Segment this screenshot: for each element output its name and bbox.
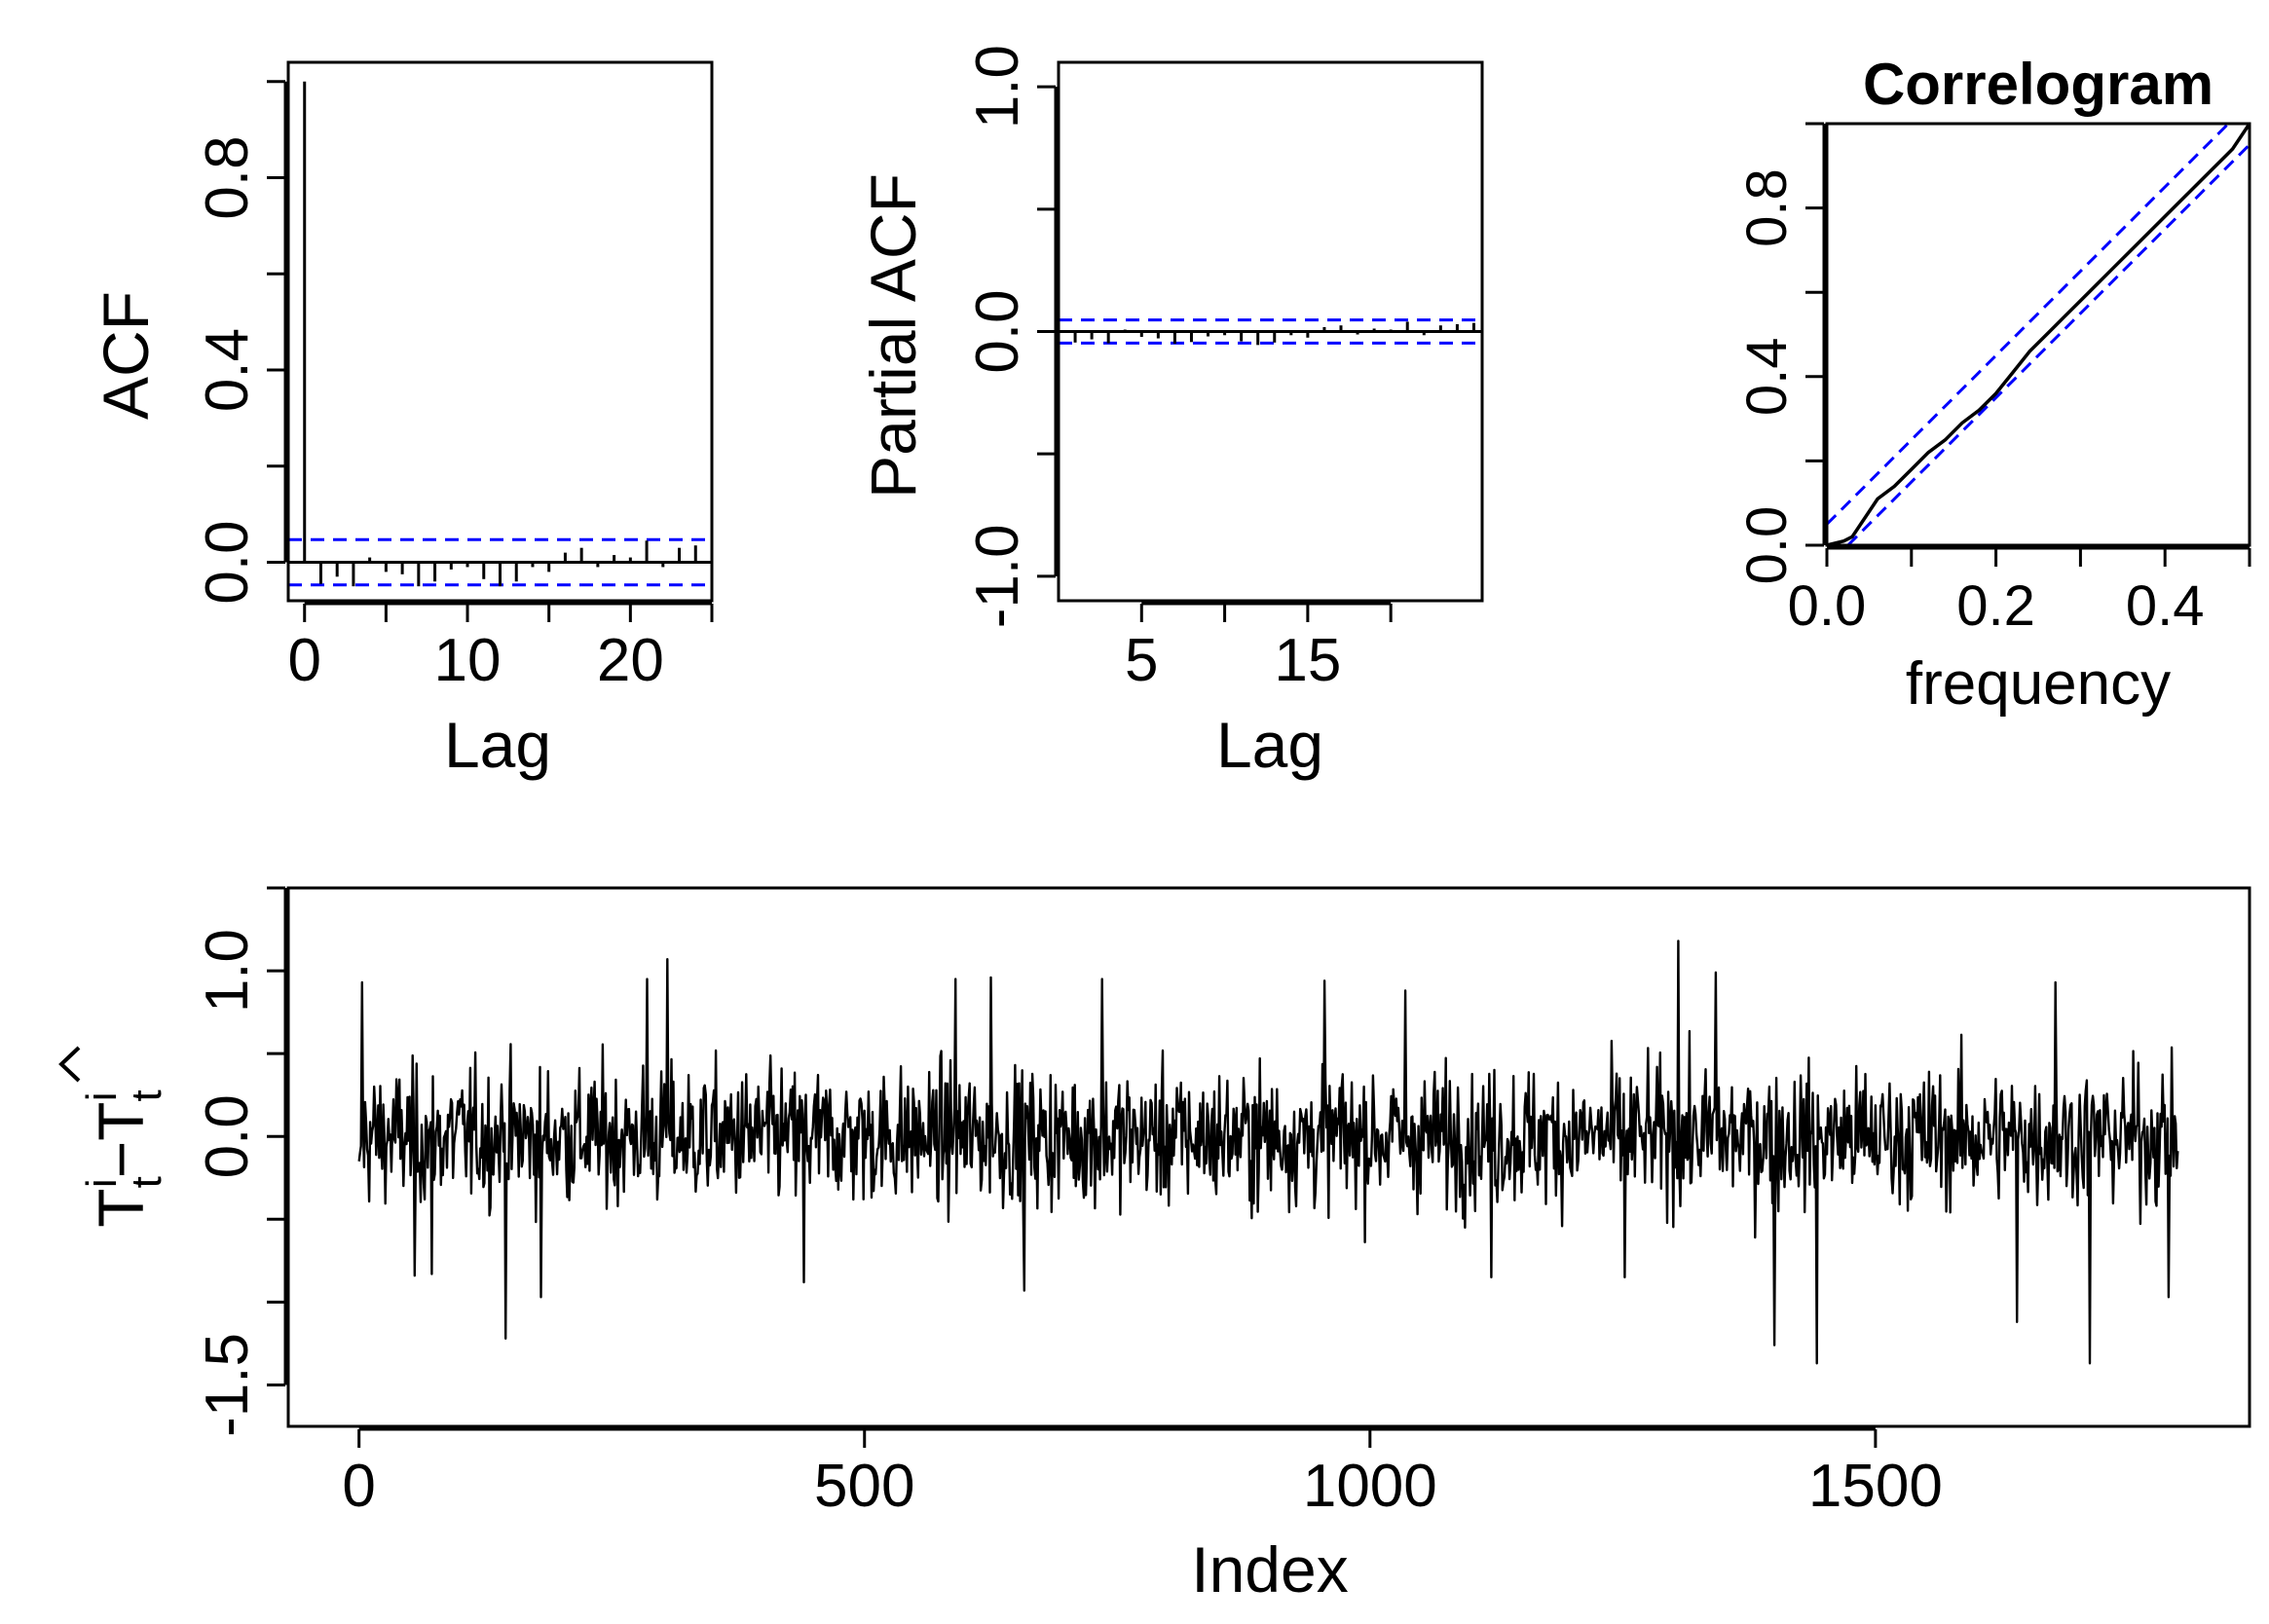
- pacf-x-tick-label: 5: [1125, 627, 1158, 694]
- acf-x-tick-label: 0: [287, 627, 320, 694]
- ylabel-hat-sup: i: [78, 1091, 126, 1101]
- correlogram-title: Correlogram: [1863, 52, 2213, 117]
- ylabel-hat-base: T: [85, 1102, 157, 1141]
- correlogram-xlabel: frequency: [1906, 650, 2171, 718]
- residuals-frame: [286, 886, 2251, 1428]
- pacf-y-tick-label: -1.0: [964, 524, 1031, 628]
- correlogram-x-tick-label: 0.4: [2126, 574, 2205, 638]
- residuals-y-axis: -1.5 0.0 1.0: [194, 886, 287, 1437]
- residuals-line: [357, 940, 2179, 1365]
- svg-text:Tti−Tti: Tti−Tti: [78, 1089, 170, 1227]
- correlogram-x-tick-label: 0.0: [1788, 574, 1867, 638]
- acf-y-axis: 0.0 0.4 0.8: [194, 80, 287, 605]
- residuals-x-axis: 0 500 1000 1500: [342, 1427, 1943, 1520]
- acf-bars: [288, 81, 714, 587]
- acf-y-tick-label: 0.0: [194, 520, 261, 604]
- pacf-xlabel: Lag: [1216, 709, 1323, 781]
- correlogram-x-tick-label: 0.2: [1956, 574, 2035, 638]
- correlogram-y-tick-label: 0.8: [1735, 168, 1799, 247]
- residuals-y-tick-label: 0.0: [194, 1094, 261, 1178]
- acf-frame: [286, 60, 714, 603]
- residuals-xlabel: Index: [1191, 1533, 1348, 1606]
- pacf-y-tick-label: 1.0: [964, 45, 1031, 129]
- residuals-x-tick-label: 1000: [1303, 1453, 1437, 1520]
- pacf-ylabel: Partial ACF: [857, 173, 929, 498]
- acf-y-tick-label: 0.8: [194, 135, 261, 219]
- pacf-bars: [1059, 318, 1482, 346]
- acf-x-tick-label: 20: [597, 627, 664, 694]
- residuals-ylabel: Tti−Tti: [58, 1046, 170, 1228]
- pacf-x-axis: 5 15: [1125, 602, 1393, 694]
- residuals-x-tick-label: 500: [814, 1453, 914, 1520]
- residuals-panel: -1.50.01.0 0 500 1000 1500 Index Tti−Tti: [58, 886, 2251, 1606]
- correlogram-band-line: [1846, 143, 2251, 547]
- ylabel-sup: i: [78, 1178, 126, 1188]
- pacf-y-tick-label: 0.0: [964, 289, 1031, 373]
- acf-panel: 0.0 0.4 0.8 0 10 20 Lag ACF: [90, 60, 714, 781]
- ylabel-hat: [58, 1046, 81, 1083]
- correlogram-y-tick-label: 0.0: [1735, 506, 1799, 585]
- ylabel-sub: t: [123, 1176, 170, 1188]
- pacf-panel: -1.0 0.0 1.0 5 15 Lag Partial ACF: [857, 45, 1484, 781]
- correlogram-y-axis: 0.0 0.4 0.8: [1735, 122, 1826, 585]
- residuals-y-tick-label: 1.0: [194, 929, 261, 1013]
- ylabel-base: T: [85, 1188, 157, 1227]
- correlogram-cumulative-line: [1826, 123, 2251, 547]
- correlogram-x-axis: 0.0 0.2 0.4: [1788, 546, 2251, 638]
- correlogram-lines: [1825, 122, 2251, 547]
- acf-xlabel: Lag: [444, 709, 551, 781]
- pacf-frame: [1057, 60, 1484, 603]
- pacf-y-axis: -1.0 0.0 1.0: [964, 45, 1058, 628]
- acf-x-axis: 0 10 20: [287, 602, 714, 694]
- pacf-x-tick-label: 15: [1274, 627, 1341, 694]
- residuals-x-tick-label: 0: [342, 1453, 375, 1520]
- acf-y-tick-label: 0.4: [194, 328, 261, 412]
- acf-ylabel: ACF: [90, 291, 162, 420]
- correlogram-frame: [1825, 122, 2251, 547]
- correlogram-band-line: [1825, 122, 2230, 526]
- residuals-y-tick-label: -1.5: [194, 1333, 261, 1437]
- correlogram-panel: 0.0 0.4 0.8 0.0 0.2 0.4 Correlogram frequenc…: [1735, 52, 2251, 718]
- residuals-series-line: [357, 940, 2179, 1365]
- ylabel-hat-sub: t: [123, 1089, 170, 1101]
- acf-x-tick-label: 10: [434, 627, 502, 694]
- ylabel-minus: −: [85, 1141, 157, 1179]
- correlogram-y-tick-label: 0.4: [1735, 337, 1799, 416]
- residuals-x-tick-label: 1500: [1808, 1453, 1943, 1520]
